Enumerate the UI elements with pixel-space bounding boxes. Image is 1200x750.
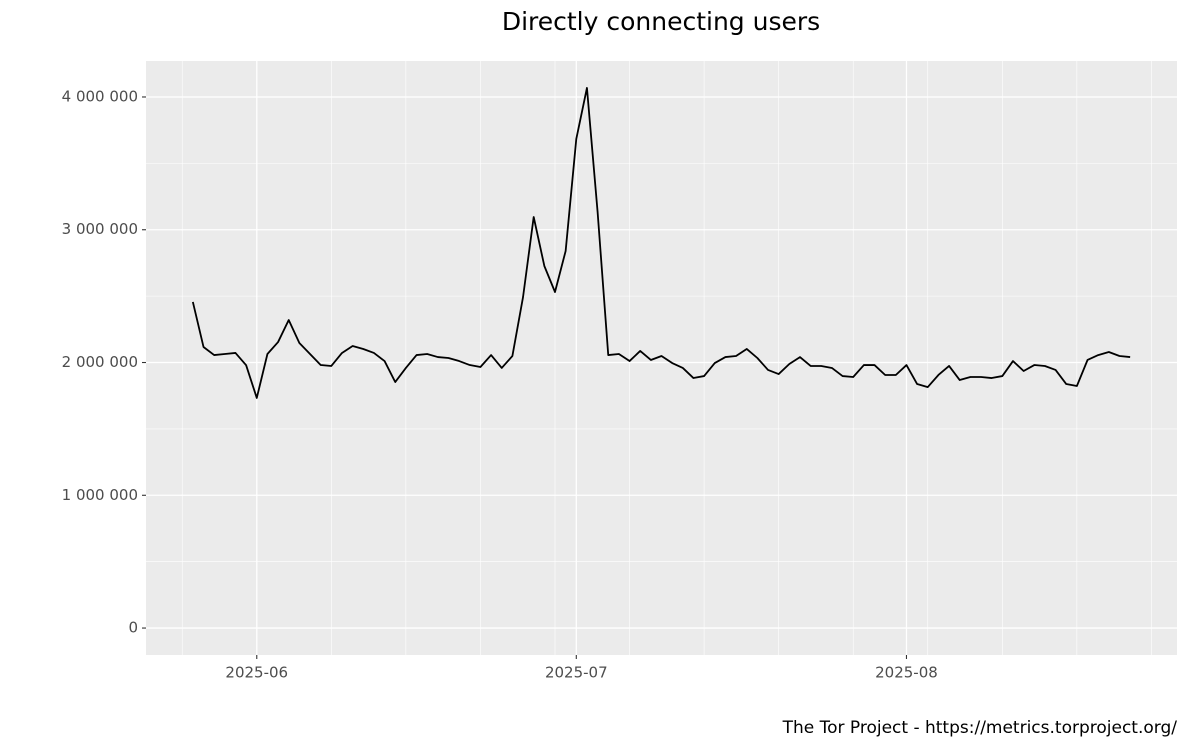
x-tick-label: 2025-06 <box>225 664 288 682</box>
y-tick-label: 0 <box>128 619 138 637</box>
y-tick-label: 1 000 000 <box>62 486 138 504</box>
chart-title: Directly connecting users <box>502 7 820 36</box>
x-tick-label: 2025-08 <box>875 664 938 682</box>
x-tick-label: 2025-07 <box>545 664 608 682</box>
plot-panel <box>146 61 1177 655</box>
y-tick-label: 2 000 000 <box>62 353 138 371</box>
y-tick-label: 3 000 000 <box>62 220 138 238</box>
y-tick-label: 4 000 000 <box>62 87 138 105</box>
data-line <box>191 87 1131 399</box>
caption: The Tor Project - https://metrics.torpro… <box>782 718 1178 738</box>
